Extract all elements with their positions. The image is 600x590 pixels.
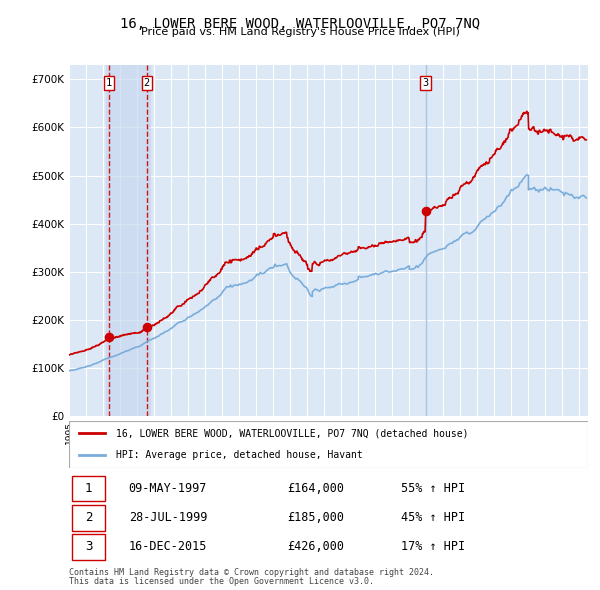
FancyBboxPatch shape: [71, 534, 106, 560]
Text: This data is licensed under the Open Government Licence v3.0.: This data is licensed under the Open Gov…: [69, 577, 374, 586]
Point: [142, 322, 152, 332]
FancyBboxPatch shape: [69, 421, 588, 468]
Text: HPI: Average price, detached house, Havant: HPI: Average price, detached house, Hava…: [116, 450, 362, 460]
Text: 17% ↑ HPI: 17% ↑ HPI: [401, 540, 465, 553]
Text: 16, LOWER BERE WOOD, WATERLOOVILLE, PO7 7NQ (detached house): 16, LOWER BERE WOOD, WATERLOOVILLE, PO7 …: [116, 428, 468, 438]
FancyBboxPatch shape: [71, 505, 106, 530]
Text: 3: 3: [85, 540, 92, 553]
Text: Contains HM Land Registry data © Crown copyright and database right 2024.: Contains HM Land Registry data © Crown c…: [69, 568, 434, 576]
Text: 45% ↑ HPI: 45% ↑ HPI: [401, 511, 465, 525]
Text: 1: 1: [85, 482, 92, 495]
Text: 16, LOWER BERE WOOD, WATERLOOVILLE, PO7 7NQ: 16, LOWER BERE WOOD, WATERLOOVILLE, PO7 …: [120, 17, 480, 31]
Text: £164,000: £164,000: [287, 482, 344, 495]
Point: [104, 332, 114, 342]
FancyBboxPatch shape: [71, 476, 106, 502]
Text: 3: 3: [422, 78, 429, 88]
Text: 16-DEC-2015: 16-DEC-2015: [128, 540, 207, 553]
Text: 28-JUL-1999: 28-JUL-1999: [128, 511, 207, 525]
Text: 55% ↑ HPI: 55% ↑ HPI: [401, 482, 465, 495]
Text: Price paid vs. HM Land Registry's House Price Index (HPI): Price paid vs. HM Land Registry's House …: [140, 27, 460, 37]
Text: 1: 1: [106, 78, 112, 88]
Text: 2: 2: [143, 78, 150, 88]
Text: 09-MAY-1997: 09-MAY-1997: [128, 482, 207, 495]
Text: £185,000: £185,000: [287, 511, 344, 525]
Bar: [106, 65, 150, 416]
Text: 2: 2: [85, 511, 92, 525]
Text: £426,000: £426,000: [287, 540, 344, 553]
Point: [421, 206, 430, 216]
